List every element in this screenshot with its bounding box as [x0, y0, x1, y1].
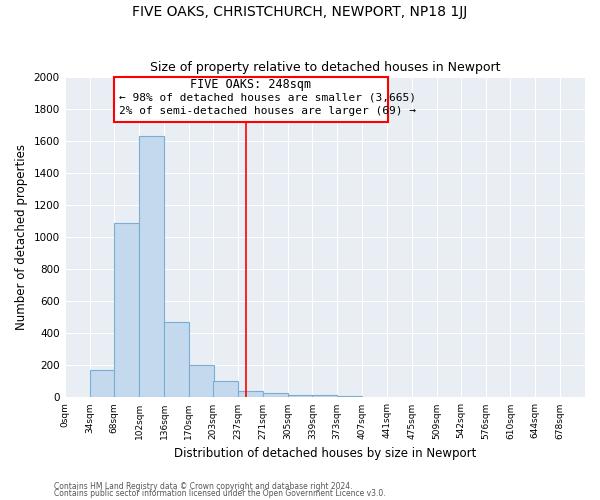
Bar [164, 322, 189, 398]
Bar [213, 380, 238, 398]
Text: 2% of semi-detached houses are larger (69) →: 2% of semi-detached houses are larger (6… [119, 106, 416, 117]
Bar [337, 396, 362, 398]
Title: Size of property relative to detached houses in Newport: Size of property relative to detached ho… [149, 62, 500, 74]
Text: FIVE OAKS: 248sqm: FIVE OAKS: 248sqm [190, 78, 311, 92]
Bar [238, 391, 263, 398]
Bar [189, 366, 214, 398]
Y-axis label: Number of detached properties: Number of detached properties [15, 144, 28, 330]
Text: ← 98% of detached houses are smaller (3,665): ← 98% of detached houses are smaller (3,… [119, 92, 416, 102]
Text: Contains public sector information licensed under the Open Government Licence v3: Contains public sector information licen… [54, 490, 386, 498]
Bar [313, 395, 337, 398]
FancyBboxPatch shape [115, 77, 388, 122]
Bar [263, 392, 287, 398]
Text: FIVE OAKS, CHRISTCHURCH, NEWPORT, NP18 1JJ: FIVE OAKS, CHRISTCHURCH, NEWPORT, NP18 1… [133, 5, 467, 19]
Bar [139, 136, 164, 398]
Bar [89, 370, 115, 398]
X-axis label: Distribution of detached houses by size in Newport: Distribution of detached houses by size … [173, 447, 476, 460]
Bar [287, 395, 313, 398]
Bar [115, 223, 139, 398]
Text: Contains HM Land Registry data © Crown copyright and database right 2024.: Contains HM Land Registry data © Crown c… [54, 482, 353, 491]
